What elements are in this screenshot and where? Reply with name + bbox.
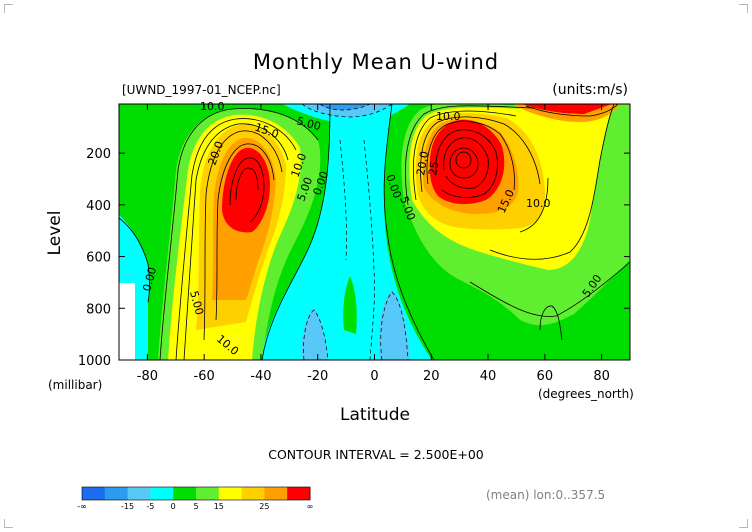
contour-label: 10.0 [526,197,551,210]
easterly-deep-1 [300,104,392,117]
contour-field [119,104,630,360]
equatorial-westerly [343,276,357,334]
contour-line [159,108,319,360]
contour-label: 10.0 [436,110,461,123]
y-tick-label: 600 [86,251,111,266]
contour-line [420,116,541,193]
y-tick-label: 800 [86,302,111,317]
contour-line [339,139,347,261]
contour-line [405,105,535,206]
corner-mark-bl [4,519,13,528]
sh-jet-core [222,147,270,233]
colorbar-swatch [218,487,243,500]
easterly-deep-2 [318,104,370,110]
y-axis-label: Level [45,211,65,256]
colorbar-label: ∞ [307,502,314,511]
colorbar-label: -15 [121,502,134,511]
mean-info: (mean) lon:0..357.5 [486,488,605,502]
contour-line [203,130,283,341]
contour-line [261,104,331,360]
colorbar-label: -5 [146,502,154,511]
contour-line [183,123,289,360]
contour-label: 5.00 [187,289,206,316]
contour-line [119,217,150,303]
contour-line [519,177,549,233]
contour-line [380,291,409,360]
contour-line [426,120,515,191]
contour-line [435,129,498,198]
colorbar-label: 5 [193,502,198,511]
y-tick-label: 400 [86,199,111,214]
contour-line [539,305,563,341]
x-tick-label: -60 [194,369,215,384]
chart-title: Monthly Mean U-wind [253,50,499,74]
colorbar-label: 0 [171,502,176,511]
sfc-easterly-2 [378,290,410,360]
contour-line [301,104,393,118]
colorbar-frame [81,486,311,501]
contour-line [525,104,619,117]
corner-mark-tr [739,4,748,13]
colorbar-label: 15 [214,502,224,511]
x-axis-unit: (degrees_north) [538,387,634,401]
x-tick-label: -20 [307,369,328,384]
colorbar-label: 25 [259,502,269,511]
sfc-easterly-1 [301,308,328,360]
colorbar-swatch [241,487,265,500]
contour-line [363,139,375,360]
contour-line [455,151,472,169]
x-tick-label: 20 [423,369,440,384]
contour-label: 5.00 [295,114,322,133]
contour-line [215,143,275,321]
negative-contours [301,104,409,360]
colorbar-swatch [82,487,106,500]
contour-line [235,167,259,201]
x-tick-label: -40 [250,369,271,384]
contour-label: 20.0 [414,150,431,176]
contour-line [229,157,265,223]
contour-line [383,104,435,360]
contour-label: 10.0 [200,100,225,113]
contour-label: 0.00 [140,266,159,293]
colorbar-swatch [264,487,288,500]
topography-mask [119,283,135,360]
contour-interval: CONTOUR INTERVAL = 2.500E+00 [268,447,484,462]
contour-line [469,261,630,317]
y-tick-label: 200 [86,147,111,162]
polar-night-jet-edge [512,104,620,122]
colorbar-label: -∞ [77,502,87,511]
x-tick-label: 80 [593,369,610,384]
colorbar-swatch [287,487,311,500]
nh-jet-core [429,119,505,205]
contour-line [489,104,615,260]
x-tick-label: -80 [137,369,158,384]
contour-line [443,137,489,189]
colorbar-swatch [150,487,174,500]
contour-label: 25 [426,160,441,176]
file-label: [UWND_1997-01_NCEP.nc] [122,83,281,97]
x-axis: -80 -60 -40 -20 0 20 40 60 80 [137,104,610,384]
colorbar-swatch [104,487,129,500]
y-axis-unit: (millibar) [48,378,102,392]
colorbar-swatch [127,487,151,500]
x-tick-label: 60 [537,369,554,384]
corner-mark-br [739,519,748,528]
x-tick-label: 0 [370,369,378,384]
contour-line [319,104,371,111]
contour-line [412,110,517,201]
units-label: (units:m/s) [552,82,628,98]
colorbar-swatch [196,487,220,500]
contour-line [175,118,297,360]
colorbar-swatch [173,487,197,500]
contour-lines [119,104,630,360]
y-axis: 200 400 600 800 1000 [78,147,630,369]
contour-line [303,309,329,360]
x-tick-label: 40 [480,369,497,384]
corner-mark-tl [4,4,13,13]
y-tick-label: 1000 [78,354,111,369]
colorbar: -∞ -15 -5 0 5 15 25 ∞ [77,486,314,511]
x-axis-label: Latitude [340,405,410,425]
contour-line [449,147,479,179]
